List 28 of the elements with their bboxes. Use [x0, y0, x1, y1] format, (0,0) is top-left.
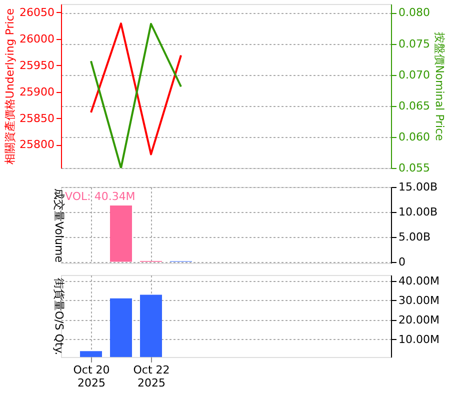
y2-tick-label: 0.065 [398, 99, 430, 112]
x-tick-label: Oct 22 2025 [133, 364, 170, 390]
y-tick-label: 25800 [20, 138, 54, 152]
y2-tick-label: 15.00B [398, 180, 438, 194]
y-tick-label: 25950 [20, 58, 54, 72]
y2-tick-label: 0.075 [398, 37, 430, 50]
y2-tick-label: 0 [398, 255, 406, 268]
y2-tick-label: 10.00M [398, 332, 440, 346]
bar [110, 205, 132, 262]
y2-tick-label: 20.00M [398, 313, 440, 326]
y2-tick-label: 0.055 [398, 162, 430, 174]
y2-tick-label: 5.00B [398, 230, 431, 244]
y2-tick-label: 40.00M [398, 274, 440, 288]
y-tick-label: 25850 [20, 112, 54, 125]
y2-axis-title: 按盤價Nominal Price [432, 32, 446, 142]
y-tick-label: 26000 [20, 32, 54, 46]
y2-tick-label: 0.070 [398, 68, 430, 82]
y2-tick-label: 30.00M [398, 294, 440, 307]
y2-tick-label: 0.060 [398, 130, 430, 144]
y-axis-title: 相關資產價格Underlying Price [4, 8, 17, 165]
y2-tick-label: 0.080 [398, 6, 430, 20]
x-tick-label: Oct 20 2025 [73, 364, 110, 390]
y-tick-label: 26050 [20, 6, 54, 19]
y-axis-title: 成交量Volume [52, 188, 66, 263]
annotation: VOL: 40.34M [65, 190, 136, 203]
y2-tick-label: 10.00B [398, 205, 438, 218]
y-tick-label: 25900 [20, 85, 54, 98]
y-axis-title: 街貨量O/S Qty. [52, 278, 66, 356]
